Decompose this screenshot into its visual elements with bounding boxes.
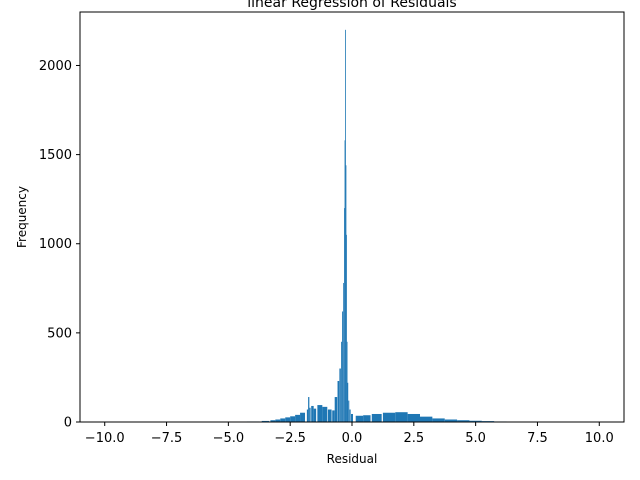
x-tick-label: 7.5 xyxy=(527,431,548,446)
y-tick-label: 1000 xyxy=(39,237,72,252)
histogram-bar xyxy=(407,413,420,422)
histogram-bar xyxy=(275,419,281,422)
histogram-bars xyxy=(104,29,600,423)
x-tick-label: −2.5 xyxy=(274,431,306,446)
histogram-bar xyxy=(457,420,470,422)
histogram-bar xyxy=(420,416,433,422)
histogram-bar xyxy=(306,409,309,422)
histogram-bar xyxy=(346,341,348,422)
histogram-bar xyxy=(348,400,350,422)
histogram-bar xyxy=(332,410,335,422)
histogram-bar xyxy=(290,416,296,422)
x-tick-label: 2.5 xyxy=(403,431,424,446)
histogram-bar xyxy=(355,415,364,422)
histogram-bar xyxy=(295,414,301,422)
histogram-bar xyxy=(270,420,276,422)
histogram-bar xyxy=(347,382,349,422)
histogram-bar xyxy=(395,412,408,422)
histogram-bar xyxy=(351,413,353,422)
chart-title: linear Regression of Residuals xyxy=(247,0,456,11)
x-axis-ticks: −10.0 −7.5 −5.0 −2.5 0.0 2.5 5.0 7.5 10.0 xyxy=(85,422,614,446)
histogram-bar xyxy=(343,282,345,422)
histogram-bar xyxy=(280,418,286,422)
x-tick-label: −7.5 xyxy=(151,431,183,446)
x-tick-label: 10.0 xyxy=(585,431,614,446)
histogram-bar xyxy=(309,407,311,422)
x-axis-label: Residual xyxy=(327,452,378,466)
y-tick-label: 1500 xyxy=(39,148,72,163)
histogram-bar xyxy=(349,409,351,422)
histogram-bar xyxy=(345,165,347,423)
histogram-bar xyxy=(345,29,346,423)
histogram-bar xyxy=(327,409,332,422)
y-tick-label: 2000 xyxy=(39,59,72,74)
histogram-bar xyxy=(285,417,291,422)
histogram-bar xyxy=(317,405,323,422)
histogram-bar xyxy=(334,397,338,422)
histogram-bar xyxy=(322,406,328,422)
x-tick-label: 0.0 xyxy=(342,431,363,446)
histogram-bar xyxy=(382,412,396,422)
y-axis-label: Frequency xyxy=(15,186,29,248)
histogram-bar xyxy=(363,415,371,422)
histogram-bar xyxy=(311,405,314,422)
x-tick-label: −10.0 xyxy=(85,431,125,446)
histogram-bar xyxy=(344,208,345,422)
histogram-bar xyxy=(344,140,346,422)
histogram-bar xyxy=(337,381,340,422)
y-axis-ticks: 0 500 1000 1500 2000 xyxy=(39,59,80,431)
histogram-bar xyxy=(308,397,310,422)
histogram-bar xyxy=(346,234,347,422)
x-tick-label: 5.0 xyxy=(465,431,486,446)
histogram-bar xyxy=(371,413,382,422)
histogram-bar xyxy=(341,341,343,422)
y-tick-label: 0 xyxy=(64,416,72,431)
histogram-bar xyxy=(432,418,445,422)
histogram-bar xyxy=(342,311,344,422)
histogram-bar xyxy=(339,368,341,422)
histogram-bar xyxy=(300,412,306,422)
histogram-bar xyxy=(469,420,482,422)
histogram-bar xyxy=(261,420,270,422)
histogram-bar xyxy=(313,408,317,422)
x-tick-label: −5.0 xyxy=(213,431,245,446)
y-tick-label: 500 xyxy=(47,326,72,341)
histogram-bar xyxy=(444,419,458,422)
